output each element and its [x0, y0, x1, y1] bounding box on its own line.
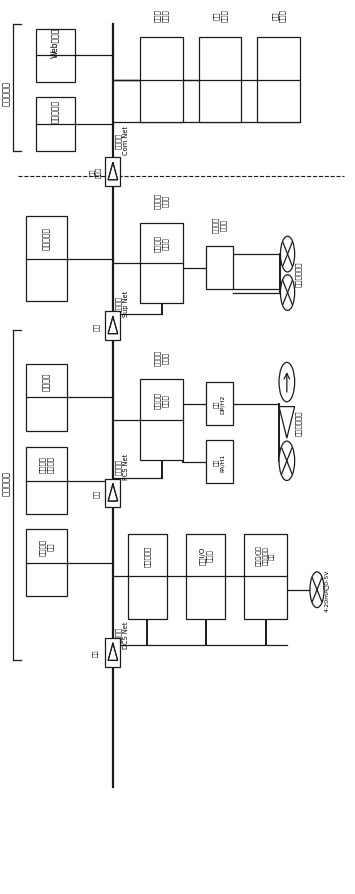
Bar — [105, 158, 120, 187]
Polygon shape — [108, 164, 118, 181]
Bar — [140, 380, 183, 460]
Text: 数据库
服务器: 数据库 服务器 — [154, 9, 169, 22]
Polygon shape — [108, 317, 118, 334]
Text: 维护工程
师站: 维护工程 师站 — [39, 538, 53, 555]
Text: 机密
隔离器: 机密 隔离器 — [90, 167, 102, 178]
Text: 专家工作站: 专家工作站 — [42, 226, 51, 249]
Text: Web客户端: Web客户端 — [50, 28, 60, 58]
Bar — [36, 30, 75, 83]
Bar — [105, 638, 120, 667]
Text: 报表
服务器: 报表 服务器 — [272, 9, 286, 22]
Text: 维护网络
DCS Net: 维护网络 DCS Net — [115, 621, 129, 648]
Bar — [140, 38, 183, 123]
Bar — [199, 38, 241, 123]
Bar — [206, 383, 233, 426]
Text: 网关: 网关 — [93, 323, 99, 330]
Text: 高压
DP/H2: 高压 DP/H2 — [214, 394, 225, 414]
Text: 在线监测
服务器: 在线监测 服务器 — [212, 216, 226, 232]
Text: 现场总线
服务器: 现场总线 服务器 — [154, 350, 169, 366]
Polygon shape — [108, 485, 118, 502]
Bar — [257, 38, 300, 123]
Text: 现场总线
服务器: 现场总线 服务器 — [154, 392, 169, 409]
Text: 元件I/O
接口卡: 元件I/O 接口卡 — [199, 546, 213, 564]
Text: 图形
服务器: 图形 服务器 — [213, 9, 227, 22]
Text: 公共网络
Com Net: 公共网络 Com Net — [115, 126, 129, 155]
Bar — [26, 217, 67, 302]
Bar — [128, 535, 167, 619]
Text: 数据优化
服务器: 数据优化 服务器 — [154, 235, 169, 252]
Text: 控制网络
FCS Net: 控制网络 FCS Net — [115, 453, 129, 480]
Bar — [186, 535, 225, 619]
Text: 4-20mA及0-5V: 4-20mA及0-5V — [324, 569, 329, 611]
Polygon shape — [279, 407, 295, 439]
Bar — [105, 479, 120, 508]
Text: 网关: 网关 — [93, 649, 99, 656]
Text: 维护工作站: 维护工作站 — [50, 100, 60, 123]
Bar — [36, 98, 75, 152]
Circle shape — [310, 572, 324, 608]
Text: 公共服务区: 公共服务区 — [2, 81, 11, 106]
Polygon shape — [108, 644, 118, 661]
Bar — [26, 447, 67, 514]
Text: 运行控制区: 运行控制区 — [2, 470, 11, 495]
Text: 元件控制器: 元件控制器 — [144, 544, 151, 566]
Text: 低压
PA/H1: 低压 PA/H1 — [214, 453, 225, 471]
Text: 操作员站: 操作员站 — [42, 372, 51, 391]
Bar — [105, 312, 120, 341]
Circle shape — [280, 237, 295, 273]
Bar — [26, 364, 67, 431]
Text: 现场变送仪表: 现场变送仪表 — [295, 410, 301, 435]
Text: 网关: 网关 — [93, 490, 99, 497]
Text: 数据优化
服务器: 数据优化 服务器 — [154, 193, 169, 209]
Text: 监控网络
Sup Net: 监控网络 Sup Net — [115, 291, 129, 317]
Text: 开关量/模拟
量系统接口
模块: 开关量/模拟 量系统接口 模块 — [256, 545, 275, 566]
Bar — [206, 247, 233, 290]
Circle shape — [279, 442, 295, 481]
Bar — [140, 224, 183, 304]
Circle shape — [280, 275, 295, 311]
Bar — [244, 535, 287, 619]
Bar — [206, 441, 233, 484]
Circle shape — [279, 363, 295, 402]
Text: 过程控制
工程师站: 过程控制 工程师站 — [39, 456, 53, 473]
Text: 粒子分析仪表: 粒子分析仪表 — [295, 261, 301, 287]
Bar — [26, 529, 67, 597]
